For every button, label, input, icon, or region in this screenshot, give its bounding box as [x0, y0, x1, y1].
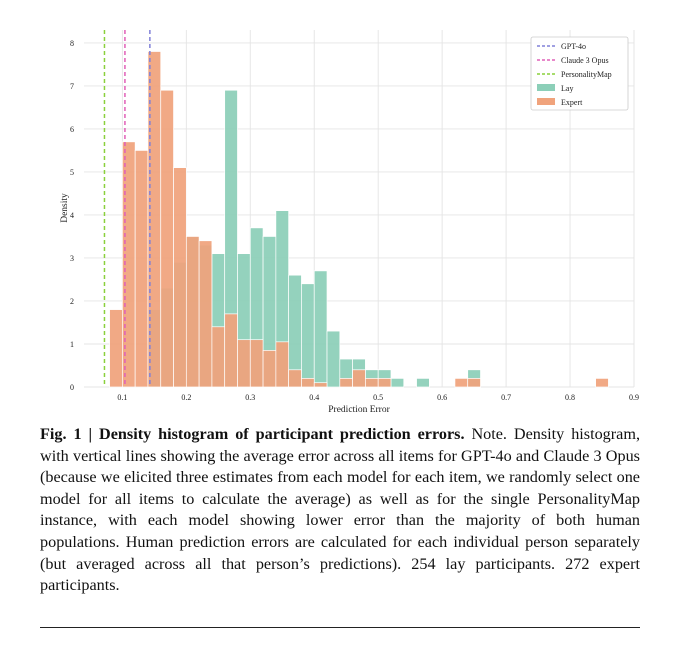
x-tick-label: 0.9: [629, 393, 639, 402]
lay-bar: [390, 378, 405, 388]
expert-bar: [595, 378, 609, 388]
density-histogram: 0.1 0.2 0.3 0.4 0.5 0.6 0.7 0.8 0.9 0 1 2 3 4 5 6 7 8 Pre…: [60, 30, 639, 415]
expert-bar: [185, 236, 200, 388]
x-tick-label: 0.6: [437, 393, 447, 402]
legend-label-personalitymap: PersonalityMap: [561, 70, 612, 79]
expert-bar: [352, 369, 366, 388]
y-tick-label: 1: [70, 340, 74, 349]
x-tick-label: 0.1: [117, 393, 127, 402]
expert-bar: [249, 339, 264, 388]
x-tick-label: 0.4: [309, 393, 319, 402]
lay-bar: [313, 270, 328, 388]
expert-bar: [262, 350, 277, 388]
expert-bar: [134, 150, 149, 388]
x-axis-label: Prediction Error: [328, 405, 390, 415]
legend-box: [530, 36, 629, 111]
legend-label-expert: Expert: [561, 98, 583, 107]
caption-label: Fig. 1 | Density histogram of participan…: [40, 425, 465, 443]
legend-label-claude: Claude 3 Opus: [561, 56, 609, 65]
expert-bar: [237, 339, 251, 388]
expert-bar: [301, 378, 315, 388]
expert-bar: [313, 382, 328, 388]
expert-bar: [198, 240, 213, 388]
y-tick-label: 2: [70, 297, 74, 306]
y-axis-label: Density: [60, 193, 70, 223]
expert-bar: [275, 341, 290, 388]
lay-bar: [326, 330, 341, 388]
y-tick-label: 8: [70, 39, 74, 48]
expert-bar: [454, 378, 469, 388]
expert-bar: [173, 167, 187, 388]
y-tick-label: 4: [70, 211, 74, 220]
expert-bar: [109, 309, 123, 388]
reference-lines: [103, 30, 151, 387]
x-tick-label: 0.2: [181, 393, 191, 402]
caption-rule: [40, 627, 640, 628]
tick-labels: 0.1 0.2 0.3 0.4 0.5 0.6 0.7 0.8 0.9 0 1 2 3 4 5 6 7 8: [70, 39, 639, 402]
caption-text: Note. Density histogram, with vertical l…: [40, 425, 640, 595]
expert-bar: [339, 378, 353, 388]
legend-swatch-expert: [537, 98, 555, 105]
expert-bar: [160, 89, 174, 388]
lay-bar: [416, 378, 430, 388]
y-tick-label: 7: [70, 82, 74, 91]
y-tick-label: 0: [70, 383, 74, 392]
legend: GPT-4o Claude 3 Opus PersonalityMap Lay …: [530, 36, 629, 111]
y-tick-label: 6: [70, 125, 74, 134]
x-tick-label: 0.3: [245, 393, 255, 402]
expert-bar: [288, 369, 302, 388]
expert-bar: [211, 326, 226, 388]
y-tick-label: 5: [70, 168, 74, 177]
y-tick-label: 3: [70, 254, 74, 263]
legend-swatch-lay: [537, 84, 555, 91]
x-tick-label: 0.7: [501, 393, 511, 402]
expert-bar: [467, 378, 481, 388]
x-tick-label: 0.5: [373, 393, 383, 402]
legend-label-lay: Lay: [561, 84, 573, 93]
x-tick-label: 0.8: [565, 393, 575, 402]
expert-bar: [224, 313, 238, 388]
lay-bar: [301, 283, 315, 388]
expert-bar: [377, 378, 392, 388]
expert-series: [109, 51, 609, 388]
expert-bar: [365, 378, 379, 388]
figure-caption: Fig. 1 | Density histogram of participan…: [40, 424, 640, 597]
legend-label-gpt4o: GPT-4o: [561, 42, 586, 51]
